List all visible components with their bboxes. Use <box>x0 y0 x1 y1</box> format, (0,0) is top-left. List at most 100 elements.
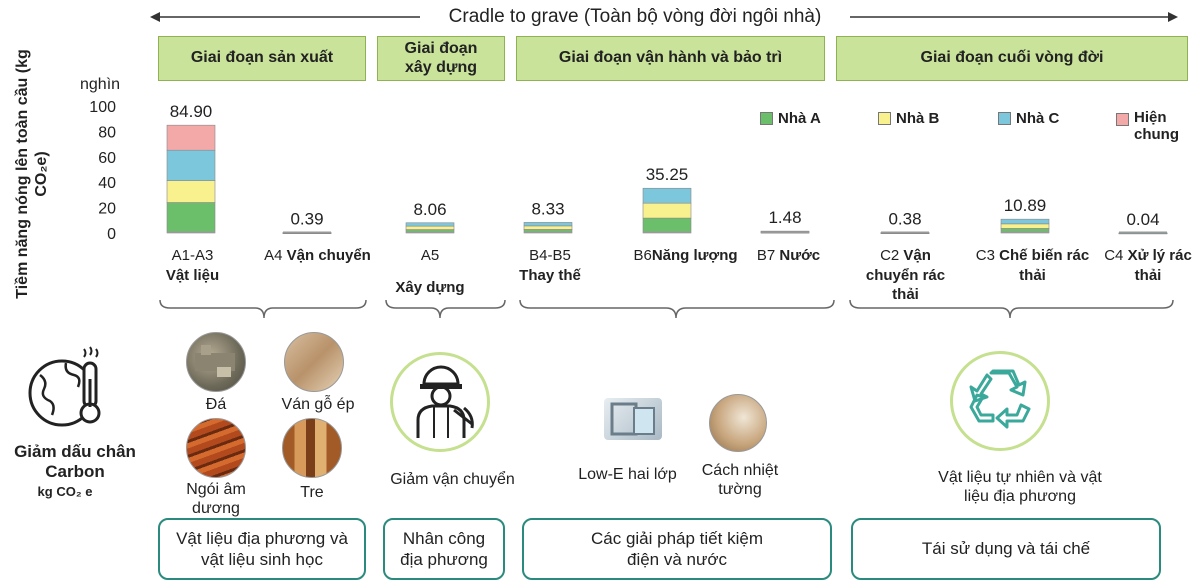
bar-baseline <box>761 231 809 233</box>
stone-photo <box>186 332 246 392</box>
x-label-a4: A4 Vận chuyển <box>250 246 385 266</box>
recycle-ring <box>950 351 1050 451</box>
x-label-b6: B6Năng lượng <box>618 246 753 266</box>
bottom-box-energy: Các giải pháp tiết kiệm điện và nước <box>522 518 832 580</box>
bar-segment <box>405 222 455 227</box>
material-label-da: Đá <box>205 396 227 413</box>
bar-baseline <box>1119 231 1167 233</box>
bar-segment <box>166 202 216 234</box>
legend-item-nha-b: Nhà B <box>878 110 939 127</box>
globe-thermometer-icon <box>28 346 101 427</box>
carbon-title: Giảm dấu chân Carbon <box>14 442 136 482</box>
worker-icon <box>416 365 474 438</box>
construction-label: Giảm vận chuyển <box>390 471 515 488</box>
bar-segment <box>1118 232 1168 235</box>
y-tick-label: 100 <box>89 99 116 116</box>
bar-baseline <box>406 231 454 233</box>
x-code: C3 <box>975 247 995 264</box>
bar-total-label: 0.38 <box>888 210 921 229</box>
x-code: C4 <box>1104 247 1124 264</box>
worker-ring <box>390 352 490 452</box>
y-tick-label: 60 <box>98 150 116 167</box>
x-label-c3: C3 Chế biến rác thải <box>975 246 1090 285</box>
x-label-c2: C2 Vận chuyển rác thải <box>858 246 953 305</box>
x-name: Thay thế <box>519 266 581 284</box>
legend-swatch <box>878 112 891 125</box>
x-code: A4 <box>264 247 283 264</box>
x-code: B6 <box>633 247 652 264</box>
legend-item-hien-chung: Hiện chung <box>1116 109 1194 143</box>
bar-segment <box>523 225 573 230</box>
x-name: Xử lý rác thải <box>1127 247 1192 284</box>
legend-label: Nhà B <box>896 110 940 127</box>
bar-total-label: 35.25 <box>646 165 689 184</box>
x-name: Năng lượng <box>651 247 738 264</box>
bar-segment <box>642 187 692 204</box>
legend-label: Hiện chung <box>1134 109 1179 143</box>
bar-baseline <box>283 231 331 233</box>
legend-label: Nhà A <box>778 110 821 127</box>
bar-baseline <box>524 231 572 233</box>
wall-insulation-photo <box>709 394 767 452</box>
lifecycle-arrow <box>150 12 1178 22</box>
x-name: Vật liệu <box>165 266 220 284</box>
bar-segment <box>405 225 455 230</box>
bar-baseline <box>167 231 215 233</box>
bottom-box-materials: Vật liệu địa phương và vật liệu sinh học <box>158 518 366 580</box>
x-label-b7: B7 Nước <box>746 246 831 266</box>
brace-end-of-life <box>849 299 1174 319</box>
material-label-tre: Tre <box>300 484 324 501</box>
low-e-glass-photo <box>604 398 662 440</box>
x-name: Chế biến rác thải <box>999 247 1090 284</box>
stage-operation: Giai đoạn vận hành và bảo trì <box>516 36 825 81</box>
chart-legend: Nhà A Nhà B Nhà C Hiện chung <box>760 109 1200 150</box>
x-code: B4-B5 <box>529 247 571 264</box>
y-axis-unit: nghìn <box>80 76 121 93</box>
bar-segment <box>166 149 216 181</box>
bar-total-label: 0.39 <box>290 210 323 229</box>
bar-total-label: 8.06 <box>413 200 446 219</box>
bar-baseline <box>881 231 929 233</box>
x-label-c4: C4 Xử lý rác thải <box>1098 246 1198 285</box>
y-tick-label: 80 <box>98 124 116 141</box>
bottom-box-recycle: Tái sử dụng và tái chế <box>851 518 1161 580</box>
bar-segment <box>1000 218 1050 225</box>
roof-tile-photo <box>186 418 246 478</box>
bar-segment <box>642 217 692 234</box>
y-tick-label: 20 <box>98 201 116 218</box>
x-name: Xây dựng <box>395 278 465 296</box>
legend-item-nha-c: Nhà C <box>998 110 1059 127</box>
endlife-label: Vật liệu tự nhiên và vật liệu địa phương <box>938 469 1102 506</box>
x-label-a5: A5 Xây dựng <box>380 246 480 297</box>
plywood-photo <box>284 332 344 392</box>
legend-swatch <box>998 112 1011 125</box>
operation-label-low-e: Low-E hai lớp <box>578 466 677 483</box>
legend-label: Nhà C <box>1016 110 1060 127</box>
brace-operation <box>519 299 835 319</box>
bar-total-label: 1.48 <box>768 208 801 227</box>
bottom-box-labor: Nhân công địa phương <box>383 518 505 580</box>
x-code: C2 <box>880 247 900 264</box>
x-label-b4-b5: B4-B5 Thay thế <box>505 246 595 285</box>
y-tick-label: 0 <box>107 226 116 243</box>
stage-end-of-life: Giai đoạn cuối vòng đời <box>836 36 1188 81</box>
carbon-bar-chart: 100 80 60 40 20 0 84.90 0.39 8.06 8.33 35.25 1.48 0.… <box>89 99 1168 243</box>
stage-braces <box>159 299 1174 319</box>
legend-item-nha-a: Nhà A <box>760 110 821 127</box>
bar-total-label: 84.90 <box>170 102 213 121</box>
bar-segment <box>166 124 216 151</box>
bamboo-photo <box>282 418 342 478</box>
x-label-a1-a3: A1-A3 Vật liệu <box>150 246 235 285</box>
legend-swatch <box>1116 113 1129 126</box>
brace-production <box>159 299 367 319</box>
brace-construction <box>385 299 506 319</box>
y-tick-label: 40 <box>98 175 116 192</box>
material-label-ngoi: Ngói âm dương <box>186 481 246 518</box>
bar-total-label: 0.04 <box>1126 210 1159 229</box>
x-code: A5 <box>420 247 440 264</box>
carbon-unit: kg CO₂ e <box>37 484 93 499</box>
bar-segment <box>166 180 216 203</box>
x-code: A1-A3 <box>171 247 214 264</box>
stage-production: Giai đoạn sản xuất <box>158 36 366 81</box>
bar-baseline <box>643 231 691 233</box>
